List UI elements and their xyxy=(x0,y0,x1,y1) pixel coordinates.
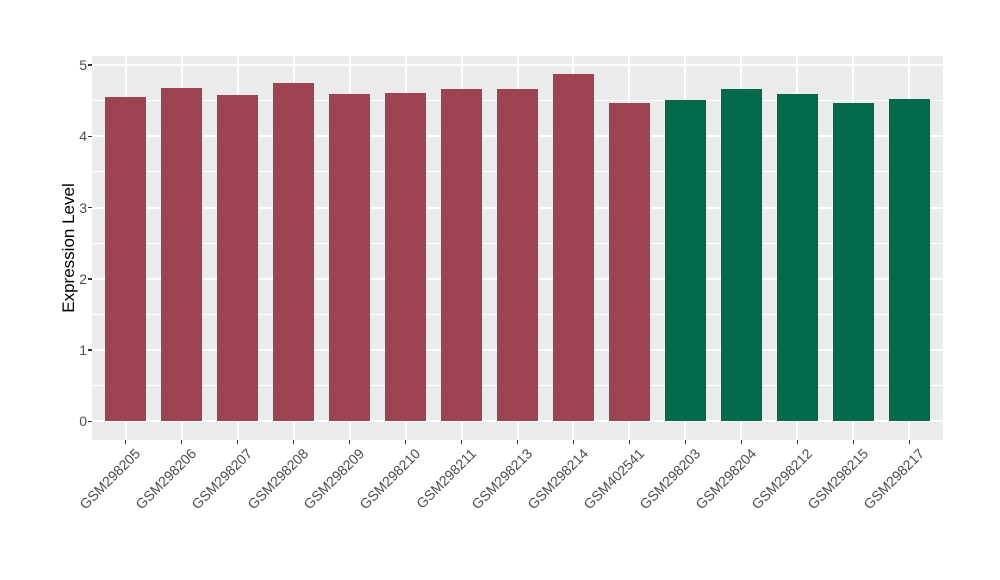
bar-GSM298217 xyxy=(888,99,930,422)
x-tick-mark xyxy=(292,440,295,444)
x-tick-mark xyxy=(796,440,799,444)
y-tick-label: 3 xyxy=(79,199,87,216)
y-tick-mark xyxy=(87,349,92,351)
bar-GSM402541 xyxy=(609,102,650,422)
y-tick-mark xyxy=(87,278,92,280)
x-tick-mark xyxy=(572,440,575,444)
y-tick-mark xyxy=(87,206,92,209)
bar-GSM298207 xyxy=(217,94,258,422)
x-tick-mark xyxy=(236,440,239,444)
y-tick-label: 4 xyxy=(79,128,87,145)
bar-GSM298214 xyxy=(553,74,594,422)
bar-GSM298215 xyxy=(832,103,874,422)
bar-GSM298210 xyxy=(385,92,426,422)
x-tick-mark xyxy=(180,440,183,444)
y-tick-mark xyxy=(87,135,92,137)
bar-GSM298206 xyxy=(161,87,202,422)
x-tick-mark xyxy=(516,440,519,444)
x-tick-mark xyxy=(348,440,351,444)
bar-GSM298213 xyxy=(497,89,538,422)
x-tick-mark xyxy=(124,440,127,444)
x-tick-mark xyxy=(684,440,687,444)
bar-GSM298205 xyxy=(105,97,147,422)
bar-GSM298208 xyxy=(273,82,314,422)
x-tick-mark xyxy=(740,440,743,444)
x-tick-mark xyxy=(460,440,463,444)
y-tick-label: 2 xyxy=(79,270,87,287)
bar-GSM298203 xyxy=(665,99,706,422)
gridline-major-horizontal xyxy=(92,64,943,66)
y-tick-mark xyxy=(87,64,92,66)
x-tick-mark xyxy=(404,440,407,444)
y-tick-label: 0 xyxy=(79,413,87,430)
bar-GSM298204 xyxy=(721,89,762,422)
y-tick-mark xyxy=(87,420,92,423)
x-tick-mark xyxy=(908,440,911,444)
y-tick-label: 1 xyxy=(79,342,87,359)
bar-GSM298212 xyxy=(776,93,818,422)
x-tick-mark xyxy=(852,440,855,444)
y-tick-label: 5 xyxy=(79,57,87,73)
gridline-major-horizontal xyxy=(92,420,943,423)
bar-GSM298209 xyxy=(329,93,370,422)
bar-GSM298211 xyxy=(441,89,482,422)
x-tick-mark xyxy=(628,440,631,444)
plot-panel xyxy=(92,56,943,440)
